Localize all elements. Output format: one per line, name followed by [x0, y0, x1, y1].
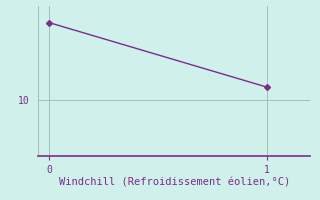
X-axis label: Windchill (Refroidissement éolien,°C): Windchill (Refroidissement éolien,°C) — [59, 178, 290, 188]
